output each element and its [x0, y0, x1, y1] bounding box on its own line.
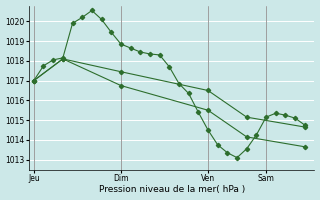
X-axis label: Pression niveau de la mer( hPa ): Pression niveau de la mer( hPa ) [99, 185, 245, 194]
